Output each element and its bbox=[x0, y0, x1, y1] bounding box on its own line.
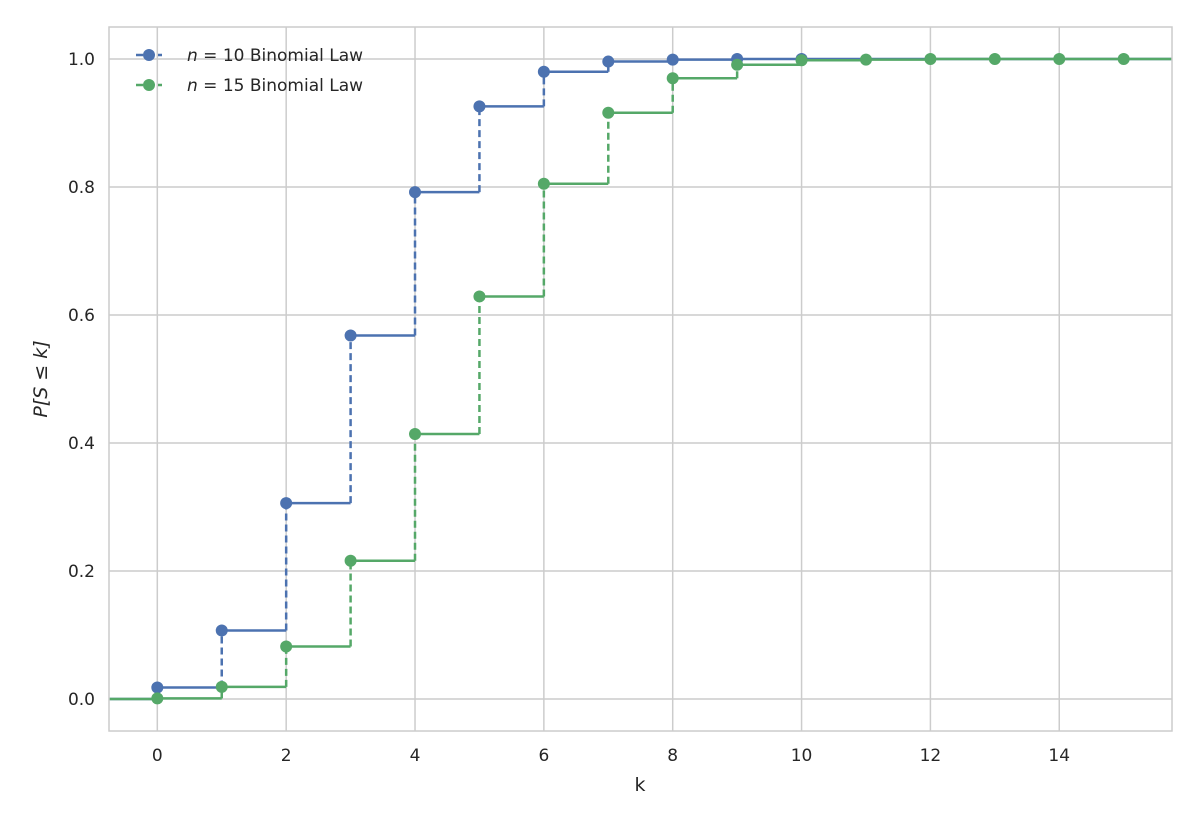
data-point bbox=[215, 624, 228, 637]
x-tick-label: 12 bbox=[920, 746, 942, 766]
data-point bbox=[731, 58, 744, 71]
data-point bbox=[666, 72, 679, 85]
data-point bbox=[602, 55, 615, 68]
data-point bbox=[602, 106, 615, 119]
legend-marker bbox=[143, 79, 155, 91]
data-point bbox=[988, 53, 1001, 65]
y-tick-label: 0.2 bbox=[68, 562, 95, 582]
data-point bbox=[473, 100, 486, 113]
legend-label: n = 10 Binomial Law bbox=[187, 46, 363, 66]
data-point bbox=[215, 680, 228, 693]
series-layer bbox=[109, 53, 1172, 705]
series-2 bbox=[109, 53, 1172, 705]
x-axis-label: k bbox=[634, 774, 645, 796]
x-tick-label: 14 bbox=[1048, 746, 1070, 766]
data-point bbox=[151, 692, 164, 705]
x-tick-label: 6 bbox=[538, 746, 549, 766]
data-point bbox=[1117, 53, 1130, 65]
y-axis-label: P[S ≤ k] bbox=[30, 340, 52, 417]
data-point bbox=[280, 497, 293, 510]
data-point bbox=[280, 640, 293, 653]
data-point bbox=[924, 53, 937, 65]
y-tick-label: 0.8 bbox=[68, 178, 95, 198]
y-tick-label: 1.0 bbox=[68, 50, 95, 70]
x-tick-labels: 0 2 4 6 8 10 12 14 bbox=[152, 746, 1070, 766]
x-tick-label: 8 bbox=[667, 746, 678, 766]
y-tick-label: 0.0 bbox=[68, 690, 95, 710]
data-point bbox=[409, 186, 422, 199]
data-point bbox=[666, 53, 679, 66]
plot-frame bbox=[108, 26, 1173, 732]
legend-label-text: = 10 Binomial Law bbox=[198, 46, 363, 66]
x-tick-label: 10 bbox=[791, 746, 813, 766]
y-tick-label: 0.4 bbox=[68, 434, 95, 454]
data-point bbox=[473, 290, 486, 303]
legend-label: n = 15 Binomial Law bbox=[187, 76, 363, 96]
data-point bbox=[859, 53, 872, 66]
data-point bbox=[344, 329, 357, 342]
legend-entry-1: n = 10 Binomial Law bbox=[136, 46, 363, 66]
data-point bbox=[537, 177, 550, 190]
legend-marker bbox=[143, 49, 155, 61]
y-tick-labels: 0.0 0.2 0.4 0.6 0.8 1.0 bbox=[68, 50, 95, 710]
data-point bbox=[151, 681, 164, 694]
legend-label-var: n bbox=[187, 76, 198, 96]
y-tick-label: 0.6 bbox=[68, 306, 95, 326]
x-tick-label: 0 bbox=[152, 746, 163, 766]
data-point bbox=[795, 54, 808, 67]
data-point bbox=[344, 554, 357, 567]
data-point bbox=[537, 65, 550, 78]
data-point bbox=[409, 428, 422, 441]
data-point bbox=[1053, 53, 1066, 65]
x-tick-label: 2 bbox=[281, 746, 292, 766]
legend-entry-2: n = 15 Binomial Law bbox=[136, 76, 363, 96]
legend-label-text: = 15 Binomial Law bbox=[198, 76, 363, 96]
legend-label-var: n bbox=[187, 46, 198, 66]
plot-background bbox=[109, 27, 1172, 731]
x-tick-label: 4 bbox=[410, 746, 421, 766]
